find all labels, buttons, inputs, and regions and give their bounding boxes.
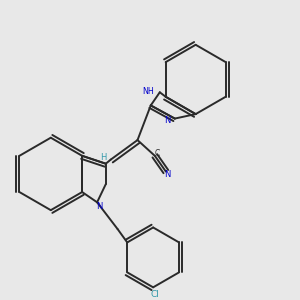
Text: N: N bbox=[164, 170, 171, 179]
Text: C: C bbox=[155, 149, 160, 158]
Text: H: H bbox=[100, 153, 106, 162]
Text: NH: NH bbox=[142, 87, 154, 96]
Text: Cl: Cl bbox=[150, 290, 159, 299]
Text: N: N bbox=[96, 202, 103, 211]
Text: N: N bbox=[164, 116, 170, 124]
